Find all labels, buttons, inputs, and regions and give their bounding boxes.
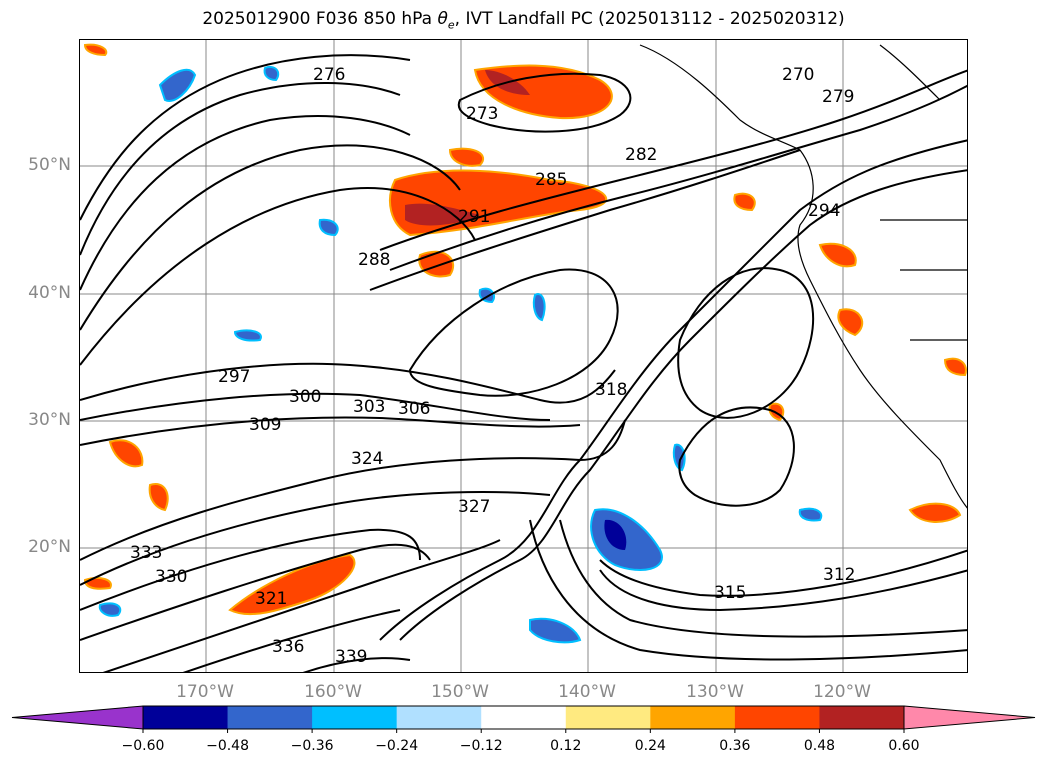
lat-label: 30°N: [28, 410, 71, 430]
contour-label: 333: [130, 543, 162, 563]
contour-label: 327: [458, 497, 490, 517]
colorbar-tick-label: −0.36: [290, 738, 334, 754]
colorbar-extension-high: [903, 705, 1036, 730]
colorbar-segment: [565, 706, 651, 729]
map-title: 2025012900 F036 850 hPa θe, IVT Landfall…: [0, 9, 1047, 31]
contour-label: 330: [155, 567, 187, 587]
lon-label: 140°W: [558, 682, 616, 702]
contour-label: 273: [466, 104, 498, 124]
theta-e-contours: [80, 54, 967, 672]
colorbar-tick-label: −0.12: [459, 738, 503, 754]
contour-label: 318: [595, 380, 627, 400]
colorbar-segment: [481, 706, 567, 729]
contour-label: 321: [255, 589, 287, 609]
lat-label: 20°N: [28, 537, 71, 557]
contour-label: 336: [272, 637, 304, 657]
contour-label: 309: [249, 415, 281, 435]
map-canvas: 270 273 276 279 282 285 288 291 294 297 …: [80, 40, 967, 672]
colorbar-tick-label: −0.48: [206, 738, 249, 754]
colorbar-tick-label: −0.60: [121, 738, 165, 754]
title-theta: θ: [437, 9, 448, 29]
colorbar-tick-label: 0.36: [719, 738, 751, 754]
colorbar-tick-label: 0.24: [634, 738, 666, 754]
colorbar-ticks: [142, 729, 905, 733]
colorbar-tick-label: −0.24: [375, 738, 419, 754]
lon-label: 120°W: [813, 682, 871, 702]
colorbar-segment: [396, 706, 482, 729]
contour-label: 270: [782, 65, 814, 85]
colorbar-segment: [312, 706, 398, 729]
title-prefix: 2025012900 F036 850 hPa: [202, 9, 438, 29]
lon-label: 150°W: [431, 682, 489, 702]
title-suffix: , IVT Landfall PC (2025013112 - 20250203…: [454, 9, 845, 29]
colorbar-segment: [650, 706, 736, 729]
contour-label: 294: [808, 201, 840, 221]
contour-label: 300: [289, 387, 321, 407]
contour-label: 306: [398, 399, 430, 419]
colorbar-segment: [734, 706, 820, 729]
coastline: [639, 44, 967, 509]
contour-label: 324: [351, 449, 383, 469]
contour-label: 276: [313, 65, 345, 85]
colorbar-tick-label: 0.48: [803, 738, 836, 754]
contour-label: 291: [458, 207, 490, 227]
contour-label: 315: [714, 583, 746, 603]
colorbar-segments: [11, 705, 1036, 730]
contour-label: 339: [335, 647, 367, 667]
colorbar: [11, 705, 1036, 733]
contour-label: 297: [218, 367, 250, 387]
lat-label: 50°N: [28, 155, 71, 175]
colorbar-segment: [819, 706, 905, 729]
contour-label: 312: [823, 565, 855, 585]
colorbar-segment: [143, 706, 229, 729]
contour-label: 288: [358, 250, 390, 270]
lon-label: 160°W: [304, 682, 362, 702]
colorbar-segment: [227, 706, 313, 729]
contour-label: 303: [353, 397, 385, 417]
colorbar-extension-low: [11, 705, 144, 730]
lat-label: 40°N: [28, 283, 71, 303]
map-panel: 270 273 276 279 282 285 288 291 294 297 …: [79, 39, 968, 673]
lon-label: 130°W: [686, 682, 744, 702]
contour-label: 282: [625, 145, 657, 165]
negative-shading: [98, 66, 823, 644]
colorbar-tick-label: 0.60: [888, 738, 920, 754]
lon-label: 170°W: [176, 682, 234, 702]
colorbar-tick-label: 0.12: [550, 738, 582, 754]
contour-label-group: 270 273 276 279 282 285 288 291 294 297 …: [130, 65, 855, 667]
title-theta-subscript: e: [447, 18, 455, 32]
positive-shading: [83, 43, 967, 616]
colorbar-outline: [142, 705, 905, 730]
contour-label: 285: [535, 170, 567, 190]
contour-label: 279: [822, 87, 854, 107]
